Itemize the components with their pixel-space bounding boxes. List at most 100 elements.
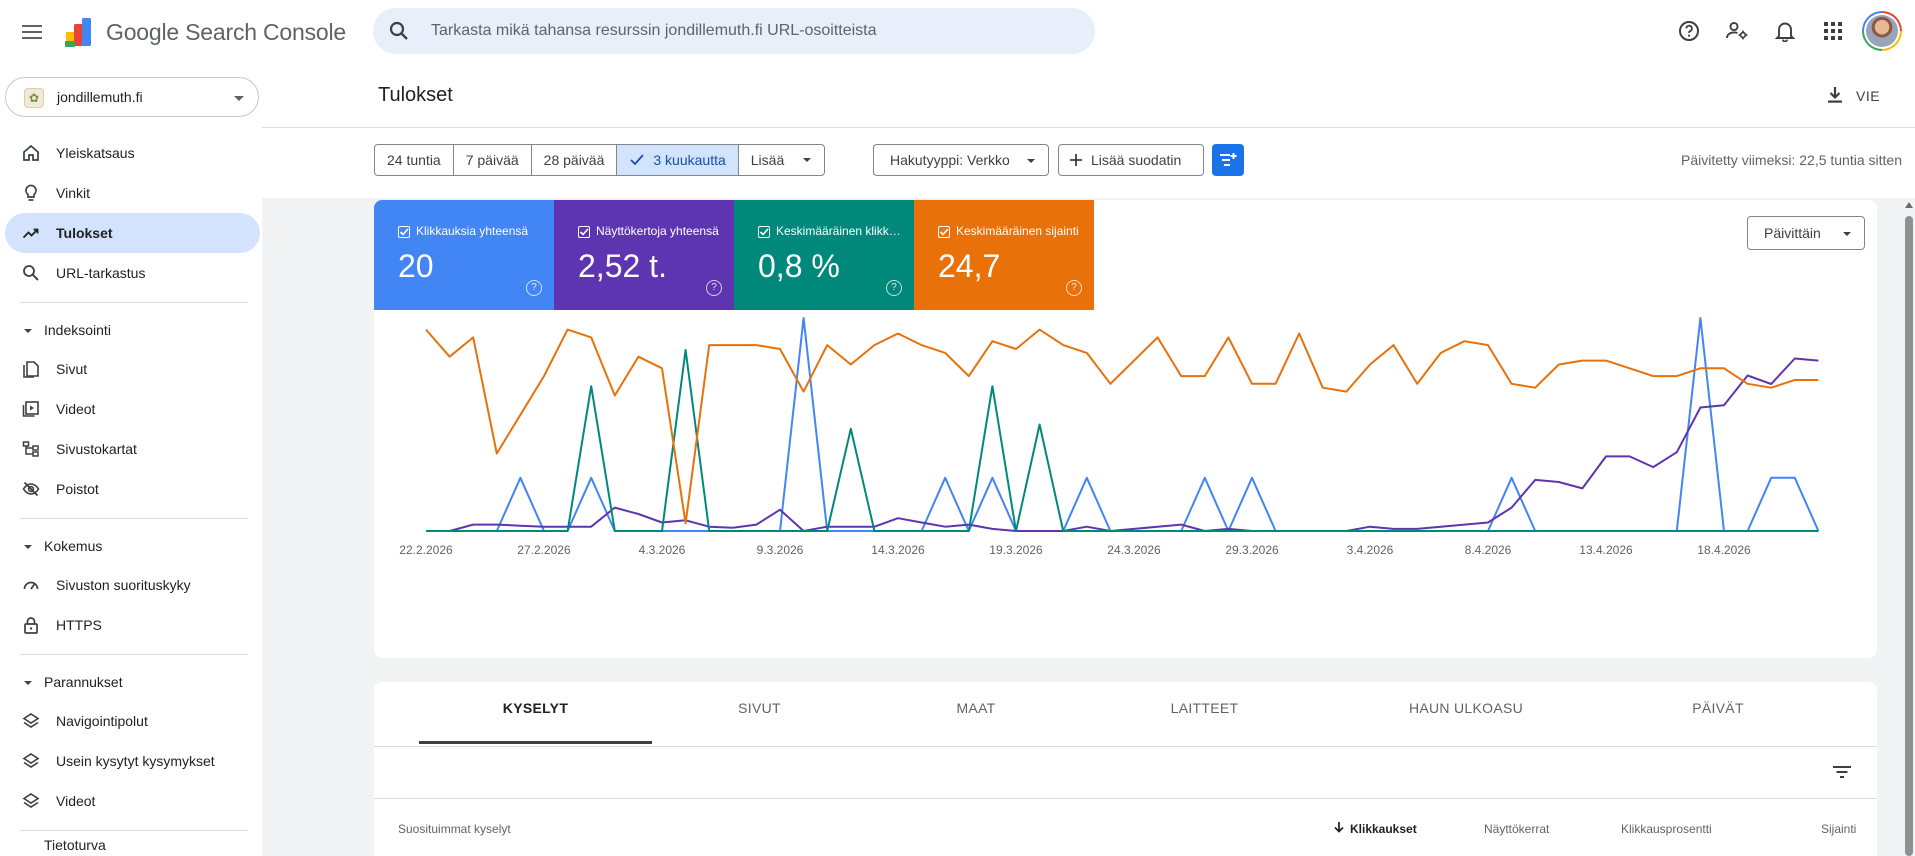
- trending-up-icon: [22, 228, 39, 239]
- range-24h[interactable]: 24 tuntia: [375, 145, 454, 175]
- check-icon: [630, 154, 645, 166]
- sidebar-item-label: URL-tarkastus: [56, 265, 146, 281]
- notifications-button[interactable]: [1772, 18, 1798, 44]
- range-3m[interactable]: 3 kuukautta: [617, 145, 739, 175]
- add-filter-label: Lisää suodatin: [1091, 152, 1182, 168]
- sidebar-item-pages[interactable]: Sivut: [5, 349, 260, 389]
- table-header-divider: [374, 798, 1877, 799]
- metric-card-impressions[interactable]: Näyttökertoja yhteensä 2,52 t. ?: [554, 200, 734, 310]
- filter-settings-icon: [1220, 153, 1237, 166]
- help-icon: [1679, 21, 1699, 41]
- sidebar-item-tips[interactable]: Vinkit: [5, 173, 260, 213]
- caret-down-icon: [234, 96, 244, 101]
- sort-down-arrow-icon[interactable]: [1332, 820, 1346, 834]
- sidebar-divider: [20, 654, 248, 655]
- scroll-up-arrow-icon[interactable]: [1905, 202, 1913, 208]
- sidebar-item-site-performance[interactable]: Sivuston suorituskyky: [5, 565, 260, 605]
- tab-search-appearance[interactable]: HAUN ULKOASU: [1408, 700, 1524, 716]
- help-icon[interactable]: ?: [1066, 280, 1082, 296]
- metric-value: 20: [398, 248, 434, 284]
- dimension-table-card: KYSELYT SIVUT MAAT LAITTEET HAUN ULKOASU…: [374, 682, 1877, 856]
- caret-down-icon: [1027, 159, 1035, 163]
- range-28d[interactable]: 28 päivää: [532, 145, 618, 175]
- home-icon: [23, 144, 39, 161]
- sidebar-item-label: Sivut: [56, 361, 88, 377]
- layers-icon: [22, 753, 40, 768]
- caret-down-icon: [24, 681, 32, 685]
- column-header-clicks[interactable]: Klikkaukset: [1350, 822, 1417, 836]
- sidebar-item-url-inspection[interactable]: URL-tarkastus: [5, 253, 260, 293]
- column-header-position[interactable]: Sijainti: [1821, 822, 1857, 836]
- tab-queries[interactable]: KYSELYT: [502, 700, 569, 716]
- granularity-label: Päivittäin: [1764, 225, 1821, 241]
- metric-card-position[interactable]: Keskimääräinen sijainti 24,7 ?: [914, 200, 1094, 310]
- column-header-impressions[interactable]: Näyttökerrat: [1484, 822, 1550, 836]
- checkbox-checked-icon: [398, 226, 410, 238]
- metric-card-ctr[interactable]: Keskimääräinen klikkausprosentti 0,8 % ?: [734, 200, 914, 310]
- tab-pages[interactable]: SIVUT: [738, 700, 781, 716]
- x-tick-label: 14.3.2026: [871, 543, 925, 557]
- search-console-logo-icon[interactable]: [62, 14, 98, 50]
- search-type-label: Hakutyyppi: Verkko: [890, 152, 1010, 168]
- search-icon: [23, 265, 39, 281]
- hamburger-menu-icon: [22, 25, 42, 39]
- checkbox-checked-icon: [758, 226, 770, 238]
- range-more[interactable]: Lisää: [739, 145, 824, 175]
- avatar-photo: [1866, 15, 1898, 47]
- help-button[interactable]: [1676, 18, 1702, 44]
- video-icon: [22, 401, 39, 417]
- sidebar-item-label: Sivuston suorituskyky: [56, 577, 191, 593]
- x-tick-label: 3.4.2026: [1347, 543, 1394, 557]
- sidebar-item-faq[interactable]: Usein kysytyt kysymykset: [5, 741, 260, 781]
- sidebar-item-https[interactable]: HTTPS: [5, 605, 260, 645]
- section-title: Kokemus: [44, 538, 103, 554]
- sidebar-divider: [20, 302, 248, 303]
- sidebar-item-sitemaps[interactable]: Sivustokartat: [5, 429, 260, 469]
- x-tick-label: 18.4.2026: [1697, 543, 1751, 557]
- date-range-selector: 24 tuntia 7 päivää 28 päivää 3 kuukautta…: [374, 144, 826, 176]
- search-input[interactable]: [431, 8, 1071, 54]
- search-icon: [389, 21, 408, 40]
- apps-button[interactable]: [1820, 18, 1846, 44]
- search-type-filter[interactable]: Hakutyyppi: Verkko: [873, 144, 1049, 176]
- range-7d[interactable]: 7 päivää: [454, 145, 532, 175]
- tabs-divider: [374, 746, 1877, 747]
- help-icon[interactable]: ?: [526, 280, 542, 296]
- x-tick-label: 9.3.2026: [757, 543, 804, 557]
- tab-devices[interactable]: LAITTEET: [1170, 700, 1239, 716]
- caret-down-icon: [1843, 232, 1851, 236]
- url-inspection-search[interactable]: [373, 8, 1095, 54]
- series-line-1: [426, 357, 1819, 532]
- sidebar-item-performance[interactable]: Tulokset: [5, 213, 260, 253]
- range-label: 3 kuukautta: [653, 152, 726, 168]
- sidebar-item-video-enhancements[interactable]: Videot: [5, 781, 260, 821]
- metric-card-clicks[interactable]: Klikkauksia yhteensä 20 ?: [374, 200, 554, 310]
- metric-label: Keskimääräinen klikkausprosentti: [776, 224, 904, 238]
- granularity-dropdown[interactable]: Päivittäin: [1747, 216, 1865, 250]
- caret-down-icon: [803, 158, 812, 162]
- filter-options-button[interactable]: [1212, 144, 1244, 176]
- sidebar-item-label: Usein kysytyt kysymykset: [56, 753, 215, 769]
- tab-dates[interactable]: PÄIVÄT: [1692, 700, 1744, 716]
- caret-down-icon: [24, 329, 32, 333]
- table-filter-icon[interactable]: [1830, 760, 1854, 784]
- help-icon[interactable]: ?: [886, 280, 902, 296]
- property-name: jondillemuth.fi: [57, 89, 143, 105]
- sidebar-item-overview[interactable]: Yleiskatsaus: [5, 133, 260, 173]
- help-icon[interactable]: ?: [706, 280, 722, 296]
- sidebar-item-breadcrumbs[interactable]: Navigointipolut: [5, 701, 260, 741]
- tab-countries[interactable]: MAAT: [956, 700, 996, 716]
- layers-icon: [22, 713, 40, 728]
- range-label: Lisää: [750, 152, 785, 168]
- column-header-ctr[interactable]: Klikkausprosentti: [1621, 822, 1712, 836]
- account-avatar[interactable]: [1862, 11, 1902, 51]
- sidebar-item-removals[interactable]: Poistot: [5, 469, 260, 509]
- property-selector[interactable]: ✿ jondillemuth.fi: [5, 77, 259, 117]
- page-scrollbar[interactable]: [1903, 198, 1915, 856]
- main-menu-button[interactable]: [18, 18, 46, 46]
- sidebar-item-videos[interactable]: Videot: [5, 389, 260, 429]
- manage-users-button[interactable]: [1724, 18, 1750, 44]
- manage-users-icon: [1726, 21, 1748, 40]
- add-filter-button[interactable]: Lisää suodatin: [1058, 144, 1204, 176]
- scroll-thumb[interactable]: [1905, 216, 1913, 856]
